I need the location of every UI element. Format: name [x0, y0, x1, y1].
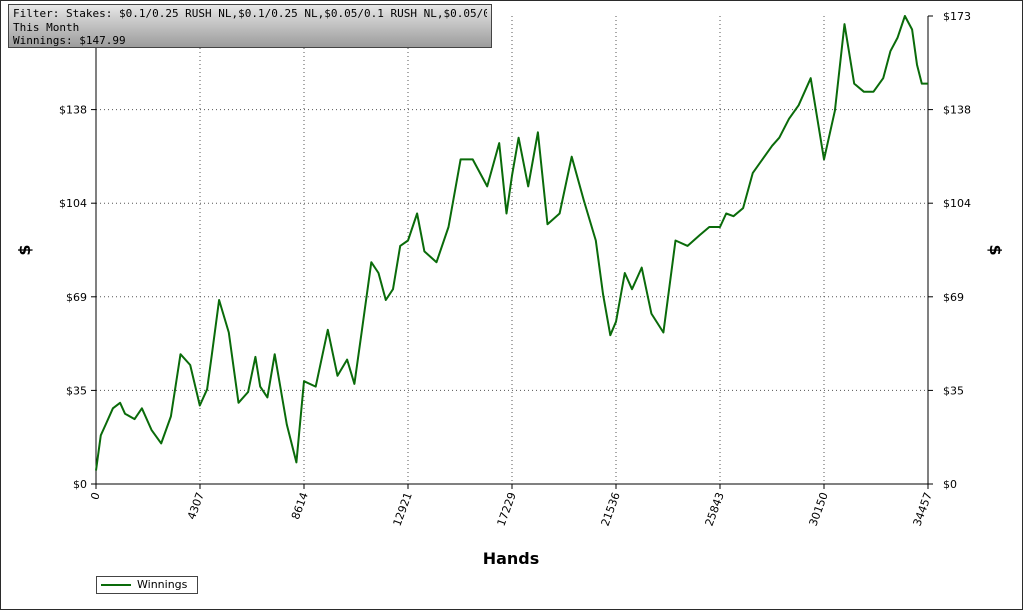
- y-tick-label-right: $69: [943, 291, 964, 304]
- filter-info-box: Filter: Stakes: $0.1/0.25 RUSH NL,$0.1/0…: [8, 4, 492, 48]
- date-range-text: This Month: [13, 20, 80, 34]
- y-tick-label-right: $35: [943, 384, 964, 397]
- y-tick-label-right: $138: [943, 104, 971, 117]
- x-tick-label: 0: [88, 491, 103, 502]
- tick-labels: 0 4307 8614 12921 17229 21536 25843 30150 34457 $…: [59, 10, 971, 528]
- y-axis-title-left: $: [15, 244, 34, 255]
- x-tick-label: 4307: [185, 491, 207, 522]
- x-tick-label: 17229: [495, 491, 519, 528]
- legend-label: Winnings: [137, 578, 188, 591]
- axes: [95, 16, 929, 485]
- x-tick-label: 21536: [599, 491, 623, 528]
- winnings-total-text: Winnings: $147.99: [13, 34, 126, 47]
- y-tick-label-left: $104: [59, 197, 87, 210]
- gridlines: [96, 16, 928, 484]
- y-tick-label-left: $35: [66, 384, 87, 397]
- x-tick-label: 34457: [911, 491, 935, 528]
- x-tick-label: 12921: [391, 491, 415, 528]
- y-tick-label-left: $69: [66, 291, 87, 304]
- x-axis-title: Hands: [483, 549, 540, 568]
- y-tick-label-left: $138: [59, 104, 87, 117]
- y-tick-label-right: $0: [943, 478, 957, 491]
- filter-text: Filter: Stakes: $0.1/0.25 RUSH NL,$0.1/0…: [13, 7, 487, 20]
- y-tick-label-right: $173: [943, 10, 971, 23]
- x-tick-label: 8614: [289, 491, 311, 522]
- legend-swatch: [101, 584, 131, 586]
- y-tick-label-right: $104: [943, 197, 971, 210]
- y-axis-title-right: $: [986, 244, 1005, 255]
- x-tick-label: 30150: [807, 491, 831, 528]
- winnings-series-line: [95, 15, 928, 471]
- x-tick-label: 25843: [703, 491, 727, 528]
- legend: Winnings: [96, 576, 198, 594]
- y-tick-label-left: $0: [73, 478, 87, 491]
